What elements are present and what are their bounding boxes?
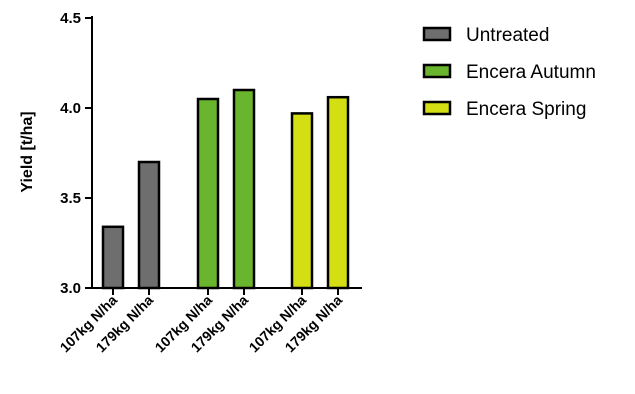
- legend-swatch: [422, 63, 452, 79]
- legend-swatch: [422, 100, 452, 116]
- legend-label: Untreated: [466, 25, 549, 46]
- y-tick-label: 3.5: [60, 190, 81, 207]
- y-tick-label: 3.0: [60, 280, 81, 297]
- bar-encera-autumn-179: [232, 88, 256, 290]
- legend-swatch: [422, 26, 452, 42]
- legend: Untreated Encera Autumn Encera Spring: [422, 25, 596, 120]
- y-axis-ticks: 3.0 3.5 4.0 4.5: [60, 10, 92, 297]
- bar-encera-spring-179: [326, 95, 350, 290]
- legend-label: Encera Spring: [466, 99, 586, 120]
- legend-label: Encera Autumn: [466, 62, 596, 83]
- bar-encera-spring-107: [290, 112, 314, 290]
- bar-untreated-179: [137, 160, 161, 290]
- bars: [101, 88, 350, 290]
- bar-encera-autumn-107: [196, 97, 220, 290]
- y-tick-label: 4.5: [60, 10, 81, 27]
- y-tick-label: 4.0: [60, 100, 81, 117]
- y-axis-label: Yield [t/ha]: [19, 111, 36, 192]
- bar-untreated-107: [101, 225, 125, 290]
